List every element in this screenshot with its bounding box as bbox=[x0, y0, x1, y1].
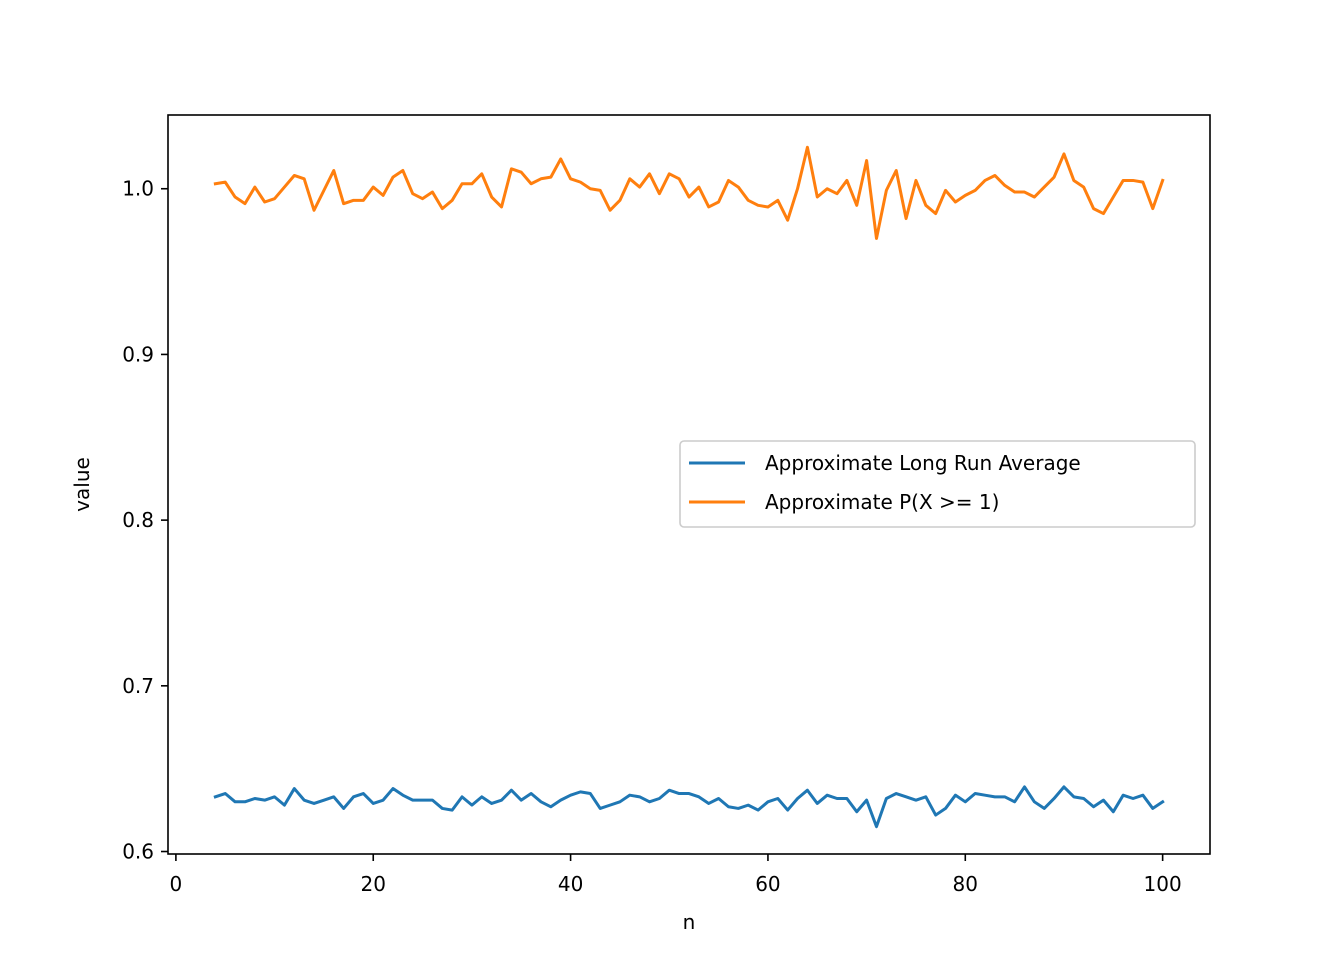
series-line-1 bbox=[213, 785, 1165, 829]
x-tick-label: 60 bbox=[755, 872, 780, 896]
x-tick-label: 40 bbox=[558, 872, 583, 896]
x-tick-label: 0 bbox=[170, 872, 183, 896]
series-layer bbox=[213, 145, 1165, 829]
plot-area-frame bbox=[167, 114, 1211, 855]
legend-label-1: Approximate Long Run Average bbox=[765, 451, 1081, 475]
y-tick-label: 0.8 bbox=[122, 508, 154, 532]
y-tick-label: 0.6 bbox=[122, 840, 154, 864]
y-tick-label: 0.9 bbox=[122, 342, 154, 366]
y-tick-label: 1.0 bbox=[122, 177, 154, 201]
x-tick-label: 20 bbox=[361, 872, 386, 896]
legend-box bbox=[679, 440, 1196, 528]
x-axis: 0 20 40 60 80 100 bbox=[170, 854, 1182, 896]
x-tick-label: 100 bbox=[1144, 872, 1182, 896]
y-tick-label: 0.7 bbox=[122, 674, 154, 698]
y-axis-label: value bbox=[70, 457, 94, 512]
y-axis: 0.6 0.7 0.8 0.9 1.0 bbox=[122, 177, 168, 864]
series-line-2 bbox=[213, 145, 1165, 240]
legend: Approximate Long Run Average Approximate … bbox=[679, 440, 1196, 528]
x-tick-label: 80 bbox=[953, 872, 978, 896]
legend-label-2: Approximate P(X >= 1) bbox=[765, 490, 999, 514]
x-axis-label: n bbox=[683, 910, 696, 934]
